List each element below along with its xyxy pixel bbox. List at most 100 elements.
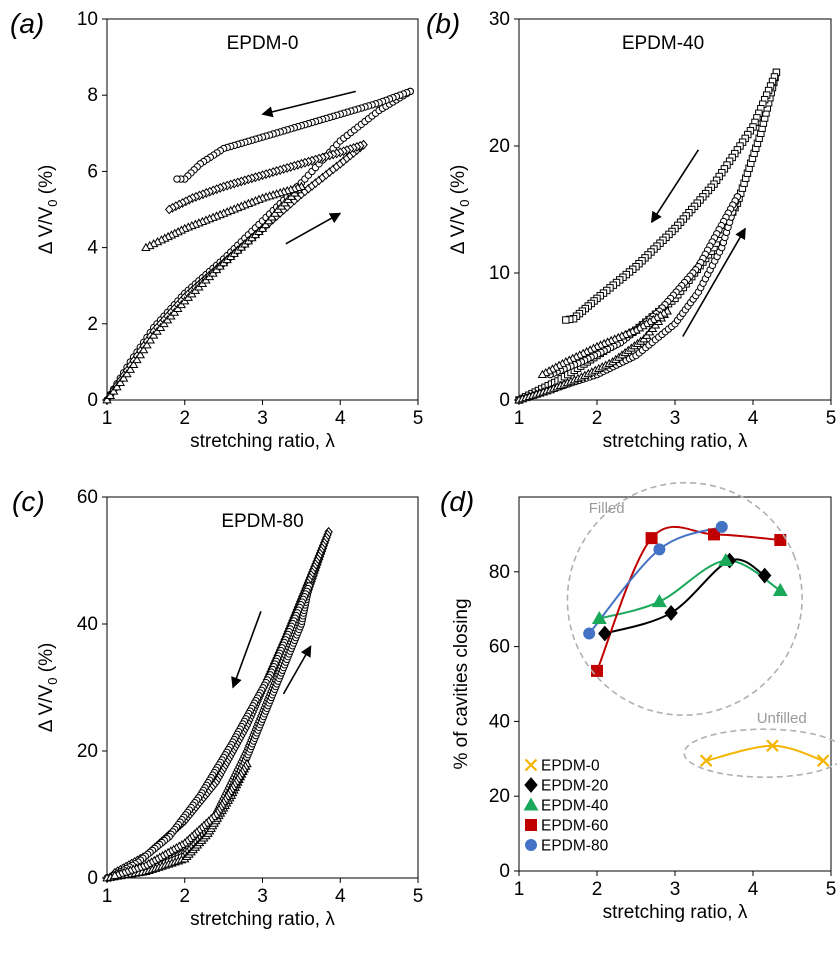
group-label-filled: Filled bbox=[589, 500, 625, 517]
data-point bbox=[105, 390, 116, 400]
x-tick-label: 4 bbox=[335, 408, 346, 429]
legend-marker bbox=[524, 777, 538, 793]
legend-label: EPDM-60 bbox=[541, 818, 609, 835]
direction-arrow bbox=[282, 645, 312, 695]
y-axis-label: Δ V/V0 (%) bbox=[448, 165, 472, 255]
data-point bbox=[816, 754, 830, 767]
data-point bbox=[774, 534, 787, 547]
legend-label: EPDM-80 bbox=[541, 838, 609, 855]
data-point bbox=[173, 175, 181, 183]
x-axis-label: stretching ratio, λ bbox=[603, 431, 748, 452]
x-tick-label: 4 bbox=[748, 408, 759, 429]
y-tick-label: 0 bbox=[87, 390, 98, 411]
x-tick-label: 3 bbox=[670, 879, 681, 900]
data-point bbox=[125, 364, 136, 373]
hysteresis-line bbox=[565, 72, 777, 321]
data-point bbox=[591, 664, 603, 677]
panel-d: 1 2 3 4 5 0 20 40 60 80 stretching ratio, λ % of ca… bbox=[440, 481, 837, 923]
data-layer bbox=[102, 526, 333, 883]
data-layer bbox=[583, 520, 830, 767]
series-line bbox=[705, 744, 824, 762]
y-tick-label: 0 bbox=[499, 861, 510, 882]
series-line bbox=[599, 559, 781, 620]
data-point bbox=[664, 605, 678, 621]
data-point bbox=[715, 520, 728, 533]
legend-marker bbox=[525, 819, 537, 831]
data-point bbox=[138, 345, 149, 354]
data-point bbox=[122, 369, 132, 378]
data-point bbox=[165, 204, 174, 215]
direction-arrow bbox=[650, 149, 700, 224]
data-point bbox=[145, 335, 156, 344]
panel-label: (a) bbox=[10, 8, 44, 39]
y-tick-label: 0 bbox=[87, 868, 98, 889]
y-tick-label: 30 bbox=[489, 9, 510, 30]
x-axis-label: stretching ratio, λ bbox=[190, 909, 335, 930]
data-point bbox=[598, 625, 612, 642]
legend: EPDM-0 EPDM-20 EPDM-40 EPDM-60 EPDM-80 bbox=[523, 758, 609, 855]
data-point bbox=[757, 567, 772, 584]
data-point bbox=[772, 582, 788, 596]
panel-title: EPDM-80 bbox=[221, 511, 303, 532]
y-tick-label: 20 bbox=[489, 136, 510, 157]
x-tick-label: 2 bbox=[179, 408, 190, 429]
x-tick-label: 1 bbox=[514, 408, 525, 429]
y-tick-label: 6 bbox=[87, 161, 98, 182]
panel-c: 1 2 3 4 5 0 20 40 60 stretching ratio, λ Δ V/V0 (%… bbox=[12, 486, 423, 930]
y-tick-label: 4 bbox=[87, 238, 98, 259]
direction-arrow bbox=[285, 212, 342, 245]
panel-title: EPDM-40 bbox=[622, 33, 704, 54]
legend-marker bbox=[523, 797, 539, 811]
data-point bbox=[141, 242, 151, 251]
data-point bbox=[583, 627, 596, 640]
legend-marker bbox=[525, 839, 537, 851]
x-tick-label: 1 bbox=[102, 408, 113, 429]
x-axis-label: stretching ratio, λ bbox=[603, 902, 748, 923]
y-tick-label: 20 bbox=[77, 741, 98, 762]
group-label-unfilled: Unfilled bbox=[757, 710, 807, 727]
filled-group-ellipse bbox=[566, 481, 803, 716]
x-tick-label: 5 bbox=[826, 879, 837, 900]
legend-label: EPDM-20 bbox=[541, 778, 609, 795]
x-tick-label: 3 bbox=[257, 886, 268, 907]
y-axis-label: Δ V/V0 (%) bbox=[36, 165, 60, 255]
data-point bbox=[135, 349, 146, 359]
panel-b: 1 2 3 4 5 0 10 20 30 stretching ratio, λ Δ V/V0 (%… bbox=[426, 8, 836, 452]
y-tick-label: 10 bbox=[77, 9, 98, 30]
x-tick-label: 1 bbox=[102, 886, 113, 907]
data-point bbox=[653, 543, 666, 556]
y-tick-label: 20 bbox=[489, 786, 510, 807]
legend-marker bbox=[524, 758, 538, 772]
data-point bbox=[132, 354, 142, 364]
direction-arrow bbox=[261, 90, 356, 118]
data-point bbox=[766, 739, 779, 752]
hysteresis-line bbox=[518, 72, 777, 401]
x-tick-label: 3 bbox=[257, 408, 268, 429]
panel-label: (b) bbox=[426, 8, 460, 39]
x-tick-label: 5 bbox=[826, 408, 837, 429]
y-tick-label: 80 bbox=[489, 562, 510, 583]
y-tick-label: 40 bbox=[77, 614, 98, 635]
data-layer bbox=[514, 68, 781, 404]
y-tick-label: 2 bbox=[87, 314, 98, 335]
y-tick-label: 0 bbox=[499, 390, 510, 411]
data-point bbox=[108, 386, 119, 395]
data-point bbox=[651, 594, 667, 608]
data-point bbox=[110, 870, 120, 879]
panel-label: (d) bbox=[440, 486, 474, 517]
legend-label: EPDM-0 bbox=[541, 758, 600, 775]
plot-frame bbox=[518, 18, 832, 401]
x-tick-label: 1 bbox=[514, 879, 525, 900]
x-tick-label: 4 bbox=[748, 879, 759, 900]
plot-frame bbox=[518, 496, 832, 872]
y-tick-label: 60 bbox=[489, 637, 510, 658]
panel-a: 1 2 3 4 5 0 2 4 6 8 10 stretching ratio, λ Δ V/V0 (%… bbox=[10, 8, 423, 452]
panel-title: EPDM-0 bbox=[227, 33, 299, 54]
data-point bbox=[562, 316, 570, 324]
series-line bbox=[596, 525, 781, 672]
data-point bbox=[591, 610, 607, 624]
data-layer bbox=[102, 87, 414, 405]
data-point bbox=[118, 373, 129, 382]
y-tick-label: 10 bbox=[489, 263, 510, 284]
